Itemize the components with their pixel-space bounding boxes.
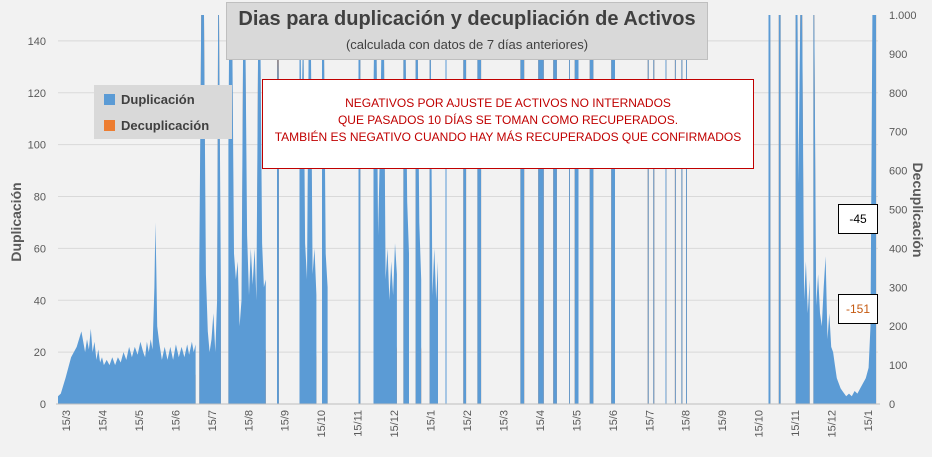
legend-item-decuplicacion: Decuplicación bbox=[104, 118, 209, 136]
right-tick-label: 900 bbox=[889, 49, 907, 61]
x-tick-label: 15/1 bbox=[863, 410, 875, 431]
right-tick-label: 200 bbox=[889, 321, 907, 333]
duplicacion-area bbox=[373, 15, 397, 404]
x-tick-label: 15/9 bbox=[717, 410, 729, 431]
legend-swatch-duplicacion bbox=[104, 94, 115, 105]
x-tick-label: 15/3 bbox=[61, 410, 73, 431]
callout-duplicacion-value: -45 bbox=[838, 204, 878, 234]
left-tick-label: 60 bbox=[34, 243, 46, 255]
x-tick-label: 15/7 bbox=[644, 410, 656, 431]
right-axis-title: Decuplicación bbox=[910, 163, 926, 258]
chart-subtitle: (calculada con datos de 7 días anteriore… bbox=[345, 37, 589, 52]
duplicacion-area bbox=[538, 15, 544, 404]
left-tick-label: 100 bbox=[28, 140, 46, 152]
x-tick-label: 15/7 bbox=[207, 410, 219, 431]
right-tick-label: 600 bbox=[889, 166, 907, 178]
duplicacion-area bbox=[768, 15, 771, 404]
duplicacion-area bbox=[463, 15, 467, 404]
duplicacion-area bbox=[574, 15, 579, 404]
left-axis-ticks: 0 20 40 60 80 100 120 140 bbox=[28, 36, 46, 411]
x-tick-label: 15/11 bbox=[353, 410, 365, 437]
note-line-3: TAMBIÉN ES NEGATIVO CUANDO HAY MÁS RECUP… bbox=[274, 130, 742, 144]
x-tick-label: 15/2 bbox=[462, 410, 474, 431]
x-tick-label: 15/6 bbox=[608, 410, 620, 431]
duplicacion-area bbox=[813, 15, 877, 404]
duplicacion-area bbox=[665, 15, 667, 404]
duplicacion-area bbox=[778, 15, 781, 404]
x-tick-label: 15/9 bbox=[280, 410, 292, 431]
chart-title: Dias para duplicación y decupliación de … bbox=[238, 8, 696, 30]
x-tick-label: 15/12 bbox=[827, 410, 839, 438]
note-line-2: QUE PASADOS 10 DÍAS SE TOMAN COMO RECUPE… bbox=[337, 113, 679, 127]
x-tick-label: 15/4 bbox=[535, 410, 547, 431]
duplicacion-area bbox=[358, 15, 361, 404]
x-tick-label: 15/10 bbox=[316, 410, 328, 438]
duplicacion-area bbox=[58, 222, 196, 404]
legend-swatch-decuplicacion bbox=[104, 120, 115, 131]
right-tick-label: 500 bbox=[889, 205, 907, 217]
x-tick-label: 15/8 bbox=[681, 410, 693, 431]
x-tick-label: 15/4 bbox=[98, 410, 110, 431]
duplicacion-area bbox=[553, 15, 557, 404]
callout-decuplicacion-value: -151 bbox=[838, 294, 878, 324]
x-tick-label: 15/11 bbox=[790, 410, 802, 437]
left-tick-label: 40 bbox=[34, 295, 46, 307]
duplicacion-area bbox=[477, 15, 482, 404]
right-tick-label: 800 bbox=[889, 88, 907, 100]
right-tick-label: 1.000 bbox=[889, 10, 917, 22]
right-tick-label: 700 bbox=[889, 127, 907, 139]
duplicacion-area bbox=[647, 15, 649, 404]
x-tick-label: 15/1 bbox=[426, 410, 438, 431]
duplicacion-area bbox=[681, 15, 683, 404]
left-tick-label: 20 bbox=[34, 347, 46, 359]
duplicacion-area bbox=[795, 15, 810, 404]
x-tick-label: 15/8 bbox=[243, 410, 255, 431]
duplicacion-area bbox=[277, 15, 279, 404]
right-axis-ticks: 0 100 200 300 400 500 600 700 800 900 1.000 bbox=[889, 10, 917, 411]
duplicacion-area bbox=[611, 15, 615, 404]
left-tick-label: 0 bbox=[40, 399, 46, 411]
left-tick-label: 80 bbox=[34, 192, 46, 204]
left-tick-label: 140 bbox=[28, 36, 46, 48]
x-tick-label: 15/5 bbox=[134, 410, 146, 431]
duplicacion-area bbox=[569, 15, 570, 404]
note-line-1: NEGATIVOS POR AJUSTE DE ACTIVOS NO INTER… bbox=[345, 96, 671, 110]
right-tick-label: 300 bbox=[889, 282, 907, 294]
legend-label-duplicacion: Duplicación bbox=[121, 92, 195, 107]
title-box: Dias para duplicación y decupliación de … bbox=[226, 2, 708, 60]
duplicacion-area bbox=[674, 15, 676, 404]
x-axis-ticks: 15/3 15/4 15/5 15/6 15/7 15/8 15/9 15/10 15/11 15… bbox=[61, 410, 875, 438]
duplicacion-area bbox=[589, 15, 594, 404]
x-tick-label: 15/6 bbox=[170, 410, 182, 431]
duplicacion-area bbox=[686, 15, 687, 404]
left-axis-title: Duplicación bbox=[8, 182, 24, 261]
duplicacion-area bbox=[520, 15, 525, 404]
left-tick-label: 120 bbox=[28, 88, 46, 100]
right-tick-label: 100 bbox=[889, 360, 907, 372]
x-tick-label: 15/5 bbox=[571, 410, 583, 431]
duplicacion-area bbox=[429, 15, 438, 404]
duplicacion-area bbox=[653, 15, 655, 404]
duplicacion-area bbox=[445, 15, 447, 404]
legend-label-decuplicacion: Decuplicación bbox=[121, 118, 210, 133]
negative-values-note: NEGATIVOS POR AJUSTE DE ACTIVOS NO INTER… bbox=[262, 79, 754, 169]
x-tick-label: 15/3 bbox=[499, 410, 511, 431]
right-tick-label: 0 bbox=[889, 399, 895, 411]
legend: Duplicación Decuplicación bbox=[94, 85, 232, 139]
x-tick-label: 15/10 bbox=[754, 410, 766, 438]
right-tick-label: 400 bbox=[889, 243, 907, 255]
x-tick-label: 15/12 bbox=[389, 410, 401, 438]
legend-item-duplicacion: Duplicación bbox=[104, 92, 195, 110]
duplicacion-area bbox=[228, 15, 266, 404]
